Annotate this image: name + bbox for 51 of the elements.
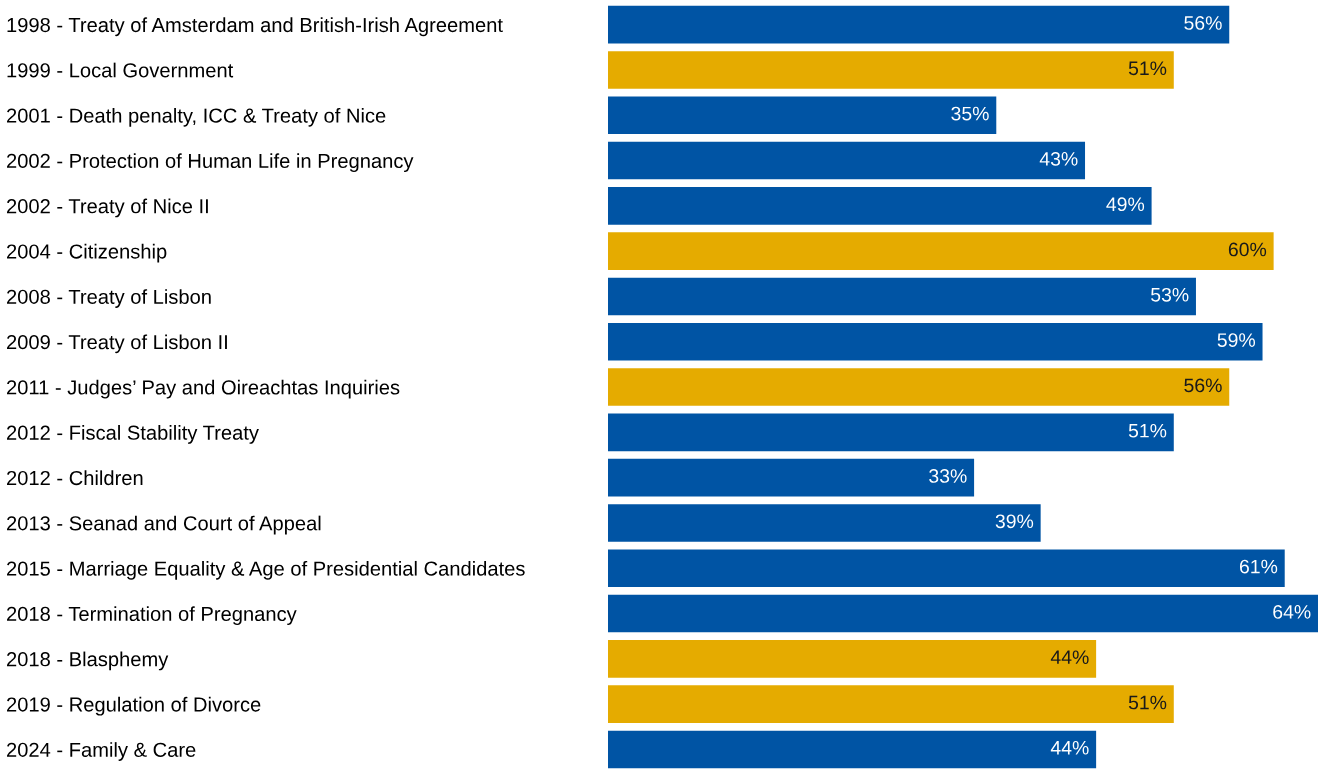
data-label: 56% bbox=[1184, 378, 1222, 393]
bar bbox=[608, 640, 1097, 678]
data-label: 33% bbox=[929, 469, 967, 483]
bar bbox=[608, 96, 997, 135]
bar bbox=[608, 187, 1152, 225]
bar bbox=[608, 594, 1318, 633]
y-tick-label: 2001 - Death penalty, ICC & Treaty of Nice bbox=[7, 107, 386, 127]
data-label: 39% bbox=[995, 514, 1034, 529]
data-label: 43% bbox=[1039, 152, 1078, 166]
y-tick-label: 2002 - Protection of Human Life in Pregnancy bbox=[7, 153, 414, 173]
y-tick-label: 1998 - Treaty of Amsterdam and British-Irish Agreement bbox=[7, 17, 503, 37]
y-tick-label: 2011 - Judges’ Pay and Oireachtas Inquiries bbox=[7, 379, 400, 399]
data-label: 44% bbox=[1050, 740, 1089, 755]
data-label: 60% bbox=[1228, 242, 1267, 257]
y-tick-label: 2002 - Treaty of Nice II bbox=[7, 198, 208, 218]
bar bbox=[608, 51, 1174, 89]
bar bbox=[608, 549, 1285, 588]
bar bbox=[608, 368, 1230, 406]
y-tick-label: 2024 - Family & Care bbox=[7, 742, 196, 761]
bar bbox=[608, 141, 1086, 180]
y-tick-label: 1999 - Local Government bbox=[7, 62, 234, 78]
data-label: 64% bbox=[1273, 605, 1311, 619]
data-label: 51% bbox=[1128, 61, 1167, 76]
data-label: 44% bbox=[1050, 650, 1089, 664]
y-tick-label: 2008 - Treaty of Lisbon bbox=[7, 289, 211, 308]
data-label: 53% bbox=[1151, 287, 1189, 302]
y-tick-label: 2018 - Termination of Pregnancy bbox=[7, 606, 297, 626]
data-label: 56% bbox=[1184, 16, 1222, 30]
y-tick-label: 2018 - Blasphemy bbox=[7, 651, 169, 671]
bar bbox=[608, 504, 1041, 542]
data-label: 51% bbox=[1128, 423, 1167, 438]
y-tick-label: 2009 - Treaty of Lisbon II bbox=[7, 334, 227, 354]
bar bbox=[608, 232, 1274, 270]
y-tick-label: 2013 - Seanad and Court of Appeal bbox=[7, 515, 321, 535]
bar bbox=[608, 5, 1230, 44]
bar bbox=[608, 730, 1097, 769]
y-tick-label: 2019 - Regulation of Divorce bbox=[7, 696, 261, 716]
data-label: 49% bbox=[1106, 197, 1145, 212]
data-label: 51% bbox=[1128, 695, 1167, 710]
y-tick-label: 2004 - Citizenship bbox=[7, 243, 167, 263]
data-label: 59% bbox=[1217, 333, 1256, 347]
y-tick-label: 2015 - Marriage Equality & Age of Presidential Candidates bbox=[7, 560, 525, 580]
data-label: 35% bbox=[951, 106, 989, 121]
y-tick-label: 2012 - Children bbox=[7, 470, 143, 486]
bar bbox=[608, 277, 1196, 316]
bar bbox=[608, 458, 975, 497]
bar bbox=[608, 413, 1174, 452]
bar bbox=[608, 685, 1174, 723]
bar bbox=[608, 322, 1263, 361]
data-label: 61% bbox=[1239, 559, 1278, 574]
y-tick-label: 2012 - Fiscal Stability Treaty bbox=[7, 425, 259, 444]
